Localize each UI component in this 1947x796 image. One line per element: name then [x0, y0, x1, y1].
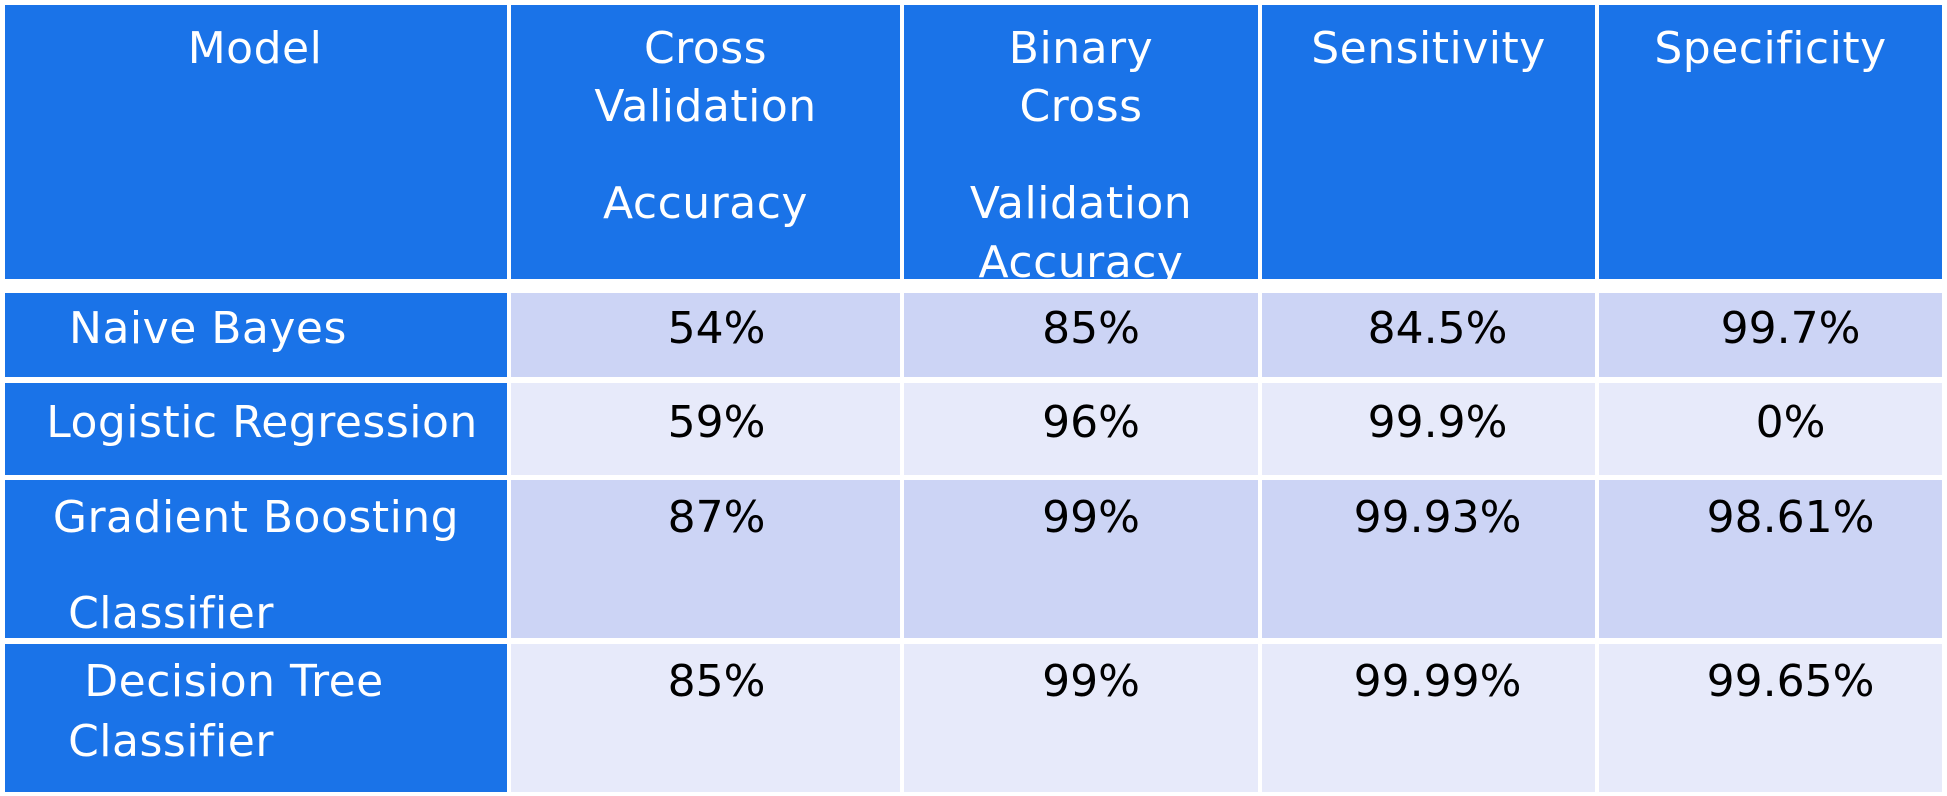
table-cell: 99% — [904, 480, 1258, 638]
row-label-line-1: Logistic Regression — [46, 397, 478, 448]
table-cell: 99.7% — [1599, 293, 1942, 377]
cell-value: 87% — [667, 492, 766, 543]
header-model-line-1: Model — [187, 23, 323, 74]
table-cell: 99.65% — [1599, 644, 1942, 792]
cell-value: 99.93% — [1353, 492, 1522, 543]
cell-value: 99% — [1042, 492, 1140, 543]
row-label-line-1: Gradient Boosting — [52, 492, 460, 543]
table-row-label: Decision Tree Classifier — [5, 644, 507, 792]
table-row-label: Naive Bayes — [5, 293, 507, 377]
header-cv-accuracy-line-3: Accuracy — [603, 178, 808, 229]
table-row-label: Logistic Regression — [5, 383, 507, 475]
header-cv-accuracy-line-2: Validation — [594, 81, 817, 132]
cell-value: 98.61% — [1706, 492, 1875, 543]
header-specificity-line-1: Specificity — [1654, 23, 1887, 74]
row-label-line-1: Naive Bayes — [69, 303, 347, 354]
table-cell: 99.9% — [1262, 383, 1595, 475]
table-cell: 54% — [511, 293, 900, 377]
row-label-line-2: Classifier — [68, 588, 274, 639]
cell-value: 85% — [1042, 303, 1140, 354]
header-binary-cv-accuracy-line-2: Cross — [1019, 81, 1143, 132]
row-label-line-2: Classifier — [68, 716, 274, 767]
table-cell: 99% — [904, 644, 1258, 792]
cell-value: 99.9% — [1367, 397, 1508, 448]
table-cell: 98.61% — [1599, 480, 1942, 638]
table-cell: 85% — [904, 293, 1258, 377]
cell-value: 99% — [1042, 656, 1140, 707]
cell-value: 59% — [667, 397, 766, 448]
cell-value: 85% — [667, 656, 766, 707]
table-cell: 87% — [511, 480, 900, 638]
cell-value: 54% — [667, 303, 766, 354]
table-cell: 85% — [511, 644, 900, 792]
table-row-label: Gradient Boosting Classifier — [5, 480, 507, 639]
header-cv-accuracy: Cross Validation Accuracy — [511, 5, 900, 279]
cell-value: 0% — [1755, 397, 1826, 448]
header-cv-accuracy-line-1: Cross — [643, 23, 768, 74]
header-binary-cv-accuracy-line-4: Accuracy — [978, 237, 1184, 279]
header-binary-cv-accuracy-line-3: Validation — [969, 178, 1193, 229]
cell-value: 99.65% — [1706, 656, 1875, 707]
table-cell: 99.99% — [1262, 644, 1595, 792]
cell-value: 96% — [1042, 397, 1140, 448]
header-sensitivity-line-1: Sensitivity — [1311, 23, 1546, 74]
header-binary-cv-accuracy-line-1: Binary — [1008, 23, 1154, 74]
table-cell: 84.5% — [1262, 293, 1595, 377]
row-label-line-1: Decision Tree — [84, 656, 384, 707]
cell-value: 99.7% — [1720, 303, 1861, 354]
table-cell: 99.93% — [1262, 480, 1595, 638]
header-model: Model — [5, 5, 507, 279]
table-cell: 0% — [1599, 383, 1942, 475]
header-sensitivity: Sensitivity — [1262, 5, 1595, 279]
cell-value: 99.99% — [1353, 656, 1522, 707]
header-binary-cv-accuracy: Binary Cross Validation Accuracy — [904, 5, 1258, 279]
cell-value: 84.5% — [1367, 303, 1508, 354]
header-specificity: Specificity — [1599, 5, 1942, 279]
table-cell: 96% — [904, 383, 1258, 475]
table-cell: 59% — [511, 383, 900, 475]
